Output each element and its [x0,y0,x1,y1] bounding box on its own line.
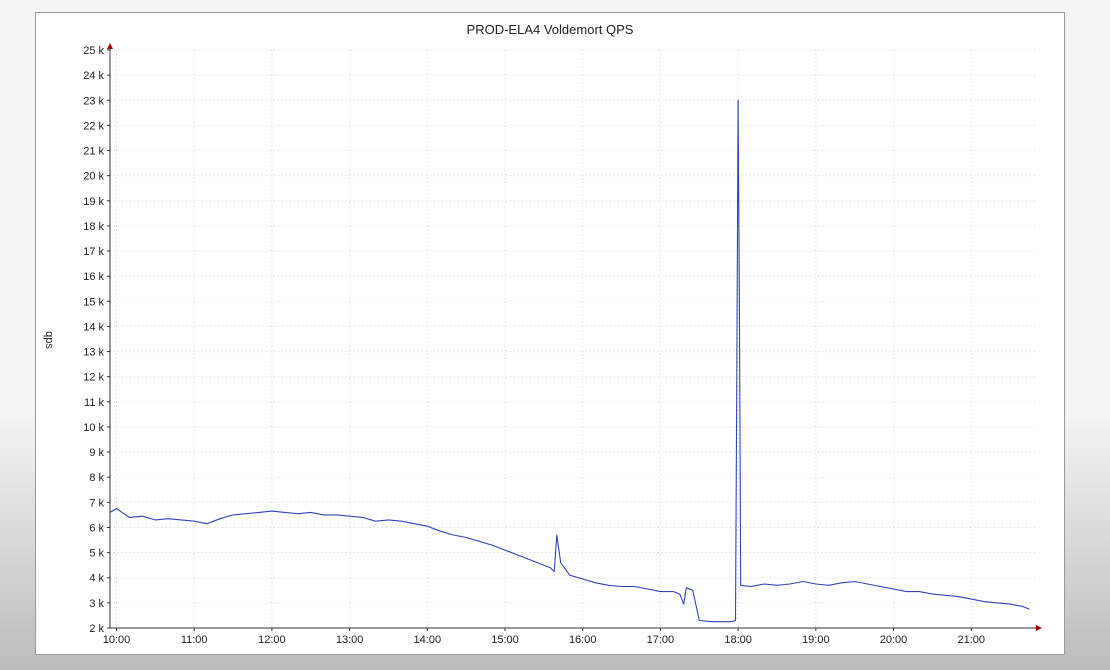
y-tick-label: 22 k [83,120,104,132]
y-tick-label: 20 k [83,171,104,183]
y-tick-label: 5 k [89,548,104,560]
grid-lines [110,49,1036,628]
x-tick-label: 21:00 [957,634,985,646]
y-tick-label: 24 k [83,70,104,82]
y-tick-label: 7 k [89,497,104,509]
y-tick-label: 23 k [83,95,104,107]
y-tick-labels: 2 k 3 k 4 k 5 k 6 k 7 k 8 k 9 k 10 k 11 k 12 k 13 k… [83,45,104,635]
x-tick-label: 20:00 [880,634,908,646]
y-tick-label: 25 k [83,45,104,57]
y-tick-label: 8 k [89,472,104,484]
x-axis-arrow [1036,625,1042,631]
y-tick-label: 13 k [83,347,104,359]
axes [107,43,1042,631]
y-tick-label: 15 k [83,296,104,308]
x-tick-label: 10:00 [103,634,131,646]
y-axis-label: qps [43,331,55,349]
x-tick-label: 19:00 [802,634,830,646]
y-tick-label: 17 k [83,246,104,258]
y-tick-label: 9 k [89,447,104,459]
chart-frame [35,12,1065,655]
chart-title: PROD-ELA4 Voldemort QPS [467,22,634,37]
y-tick-label: 21 k [83,146,104,158]
y-tick-label: 19 k [83,196,104,208]
x-tick-label: 13:00 [336,634,364,646]
x-tick-label: 18:00 [724,634,752,646]
y-tick-label: 18 k [83,221,104,233]
x-tick-labels: 10:00 11:00 12:00 13:00 14:00 15:00 16:00 17:00… [103,634,985,646]
x-tick-label: 12:00 [258,634,286,646]
y-tick-label: 4 k [89,573,104,585]
y-tick-label: 10 k [83,422,104,434]
y-tick-label: 3 k [89,598,104,610]
y-axis-arrow [107,43,113,49]
series-layer [109,99,1030,623]
y-tick-label: 14 k [83,321,104,333]
y-tick-label: 11 k [84,397,104,409]
y-tick-label: 16 k [83,271,104,283]
y-tick-label: 2 k [89,623,104,635]
x-tick-label: 15:00 [491,634,519,646]
x-tick-label: 14:00 [414,634,442,646]
series-line-0 [109,99,1030,623]
x-tick-label: 11:00 [181,634,208,646]
y-tick-label: 12 k [83,372,104,384]
x-tick-label: 16:00 [569,634,597,646]
y-tick-label: 6 k [89,522,104,534]
x-tick-label: 17:00 [647,634,675,646]
